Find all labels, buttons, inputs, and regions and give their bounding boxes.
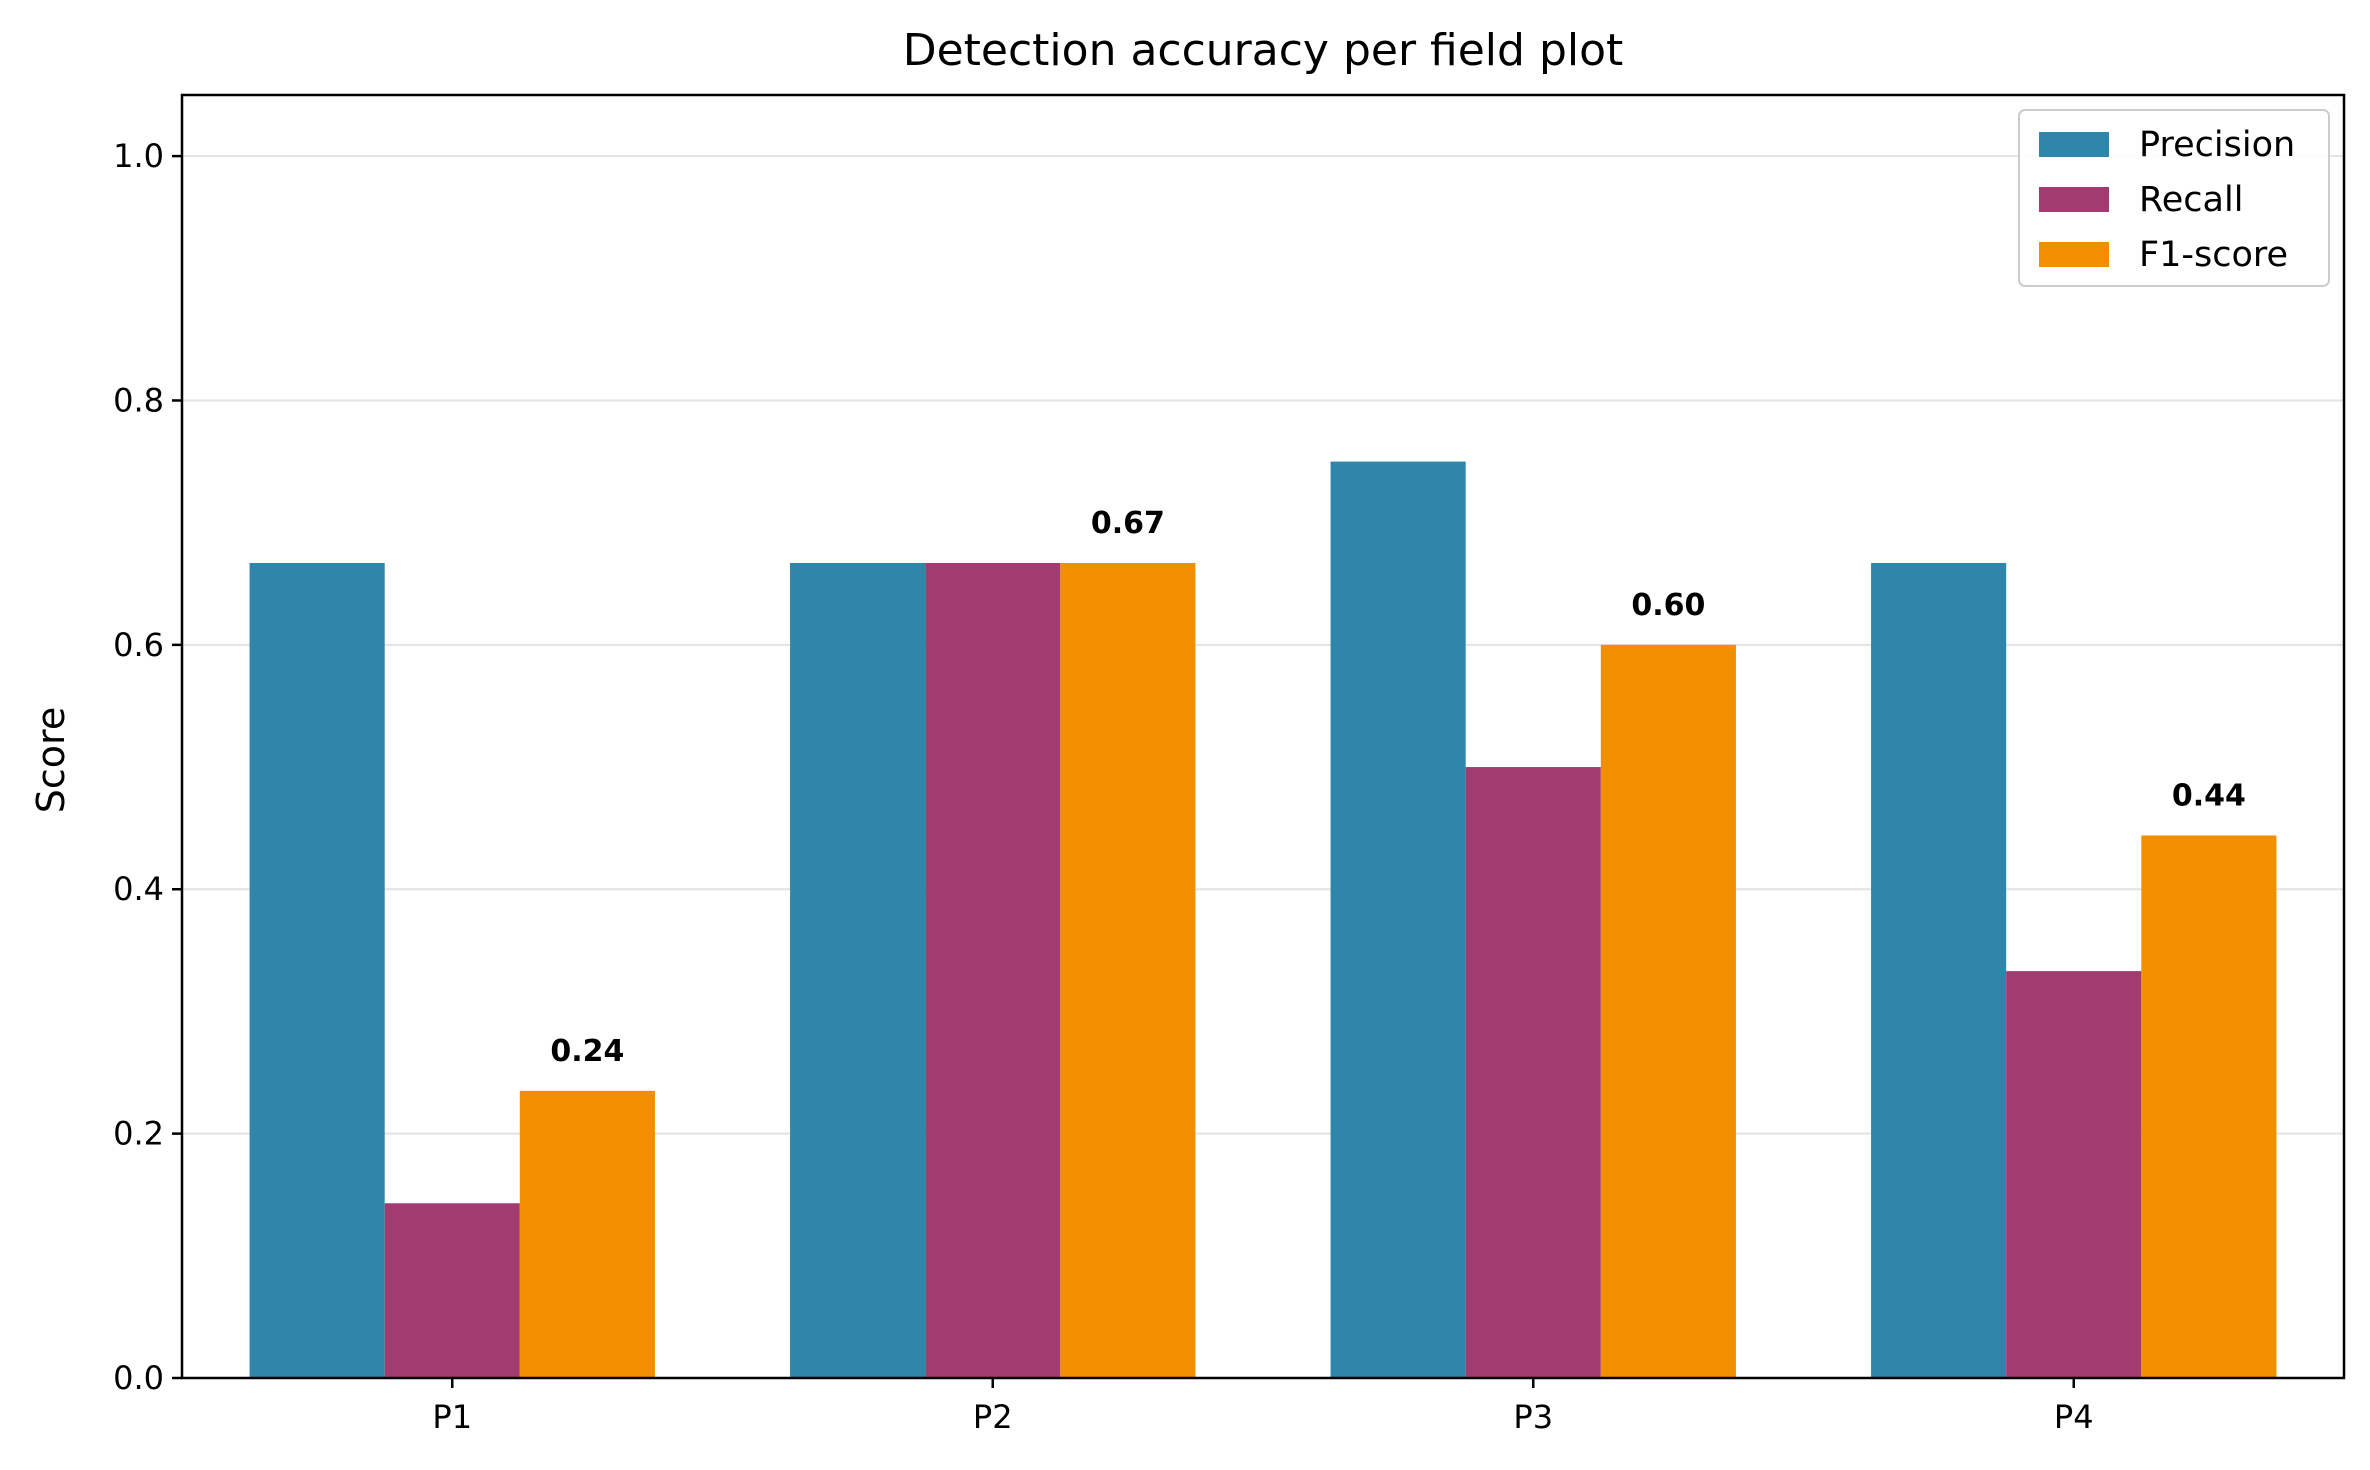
data-label-p1: 0.24 bbox=[550, 1034, 624, 1069]
legend-label: F1-score bbox=[2139, 235, 2288, 275]
bar-f1-score-p1 bbox=[519, 1090, 655, 1378]
x-tick-label: P2 bbox=[973, 1398, 1013, 1436]
plot-frame bbox=[180, 93, 2346, 1380]
x-tick-label: P4 bbox=[2054, 1398, 2094, 1436]
data-label-p3: 0.60 bbox=[1631, 588, 1705, 623]
y-tick-label: 0.8 bbox=[113, 381, 164, 419]
y-tick-label: 0.2 bbox=[113, 1115, 164, 1153]
y-tick-label: 1.0 bbox=[113, 137, 164, 175]
y-axis-ticks: 0.0 0.2 0.4 0.6 0.8 1.0 bbox=[113, 137, 182, 1397]
x-tick-label: P1 bbox=[432, 1398, 472, 1436]
bar-f1-score-p2 bbox=[1060, 562, 1196, 1378]
legend: Precision Recall F1-score bbox=[2018, 109, 2330, 287]
x-axis-ticks: P1 P2 P3 P4 bbox=[432, 1378, 2094, 1436]
bar-precision-p3 bbox=[1330, 461, 1466, 1379]
bar-precision-p4 bbox=[1871, 562, 2007, 1378]
bar-recall-p3 bbox=[1465, 767, 1601, 1378]
y-tick-label: 0.4 bbox=[113, 870, 164, 908]
legend-label: Precision bbox=[2139, 125, 2295, 165]
data-label-p2: 0.67 bbox=[1091, 506, 1165, 541]
legend-swatch bbox=[2039, 242, 2109, 267]
bar-recall-p4 bbox=[2006, 971, 2142, 1378]
chart-title: Detection accuracy per field plot bbox=[903, 25, 1624, 76]
data-labels: 0.24 0.67 0.60 0.44 bbox=[550, 506, 2246, 1069]
bar-precision-p2 bbox=[790, 562, 926, 1378]
data-label-p4: 0.44 bbox=[2172, 778, 2246, 813]
y-tick-label: 0.0 bbox=[113, 1359, 164, 1397]
bars bbox=[249, 461, 2277, 1379]
y-axis-label: Score bbox=[29, 707, 73, 813]
legend-swatch bbox=[2039, 132, 2109, 157]
bar-f1-score-p3 bbox=[1600, 644, 1736, 1378]
bar-precision-p1 bbox=[249, 562, 385, 1378]
y-tick-label: 0.6 bbox=[113, 626, 164, 664]
legend-swatch bbox=[2039, 187, 2109, 212]
bar-recall-p2 bbox=[925, 562, 1061, 1378]
x-tick-label: P3 bbox=[1513, 1398, 1553, 1436]
bar-recall-p1 bbox=[384, 1203, 520, 1378]
legend-label: Recall bbox=[2139, 180, 2243, 220]
bar-f1-score-p4 bbox=[2141, 835, 2277, 1378]
